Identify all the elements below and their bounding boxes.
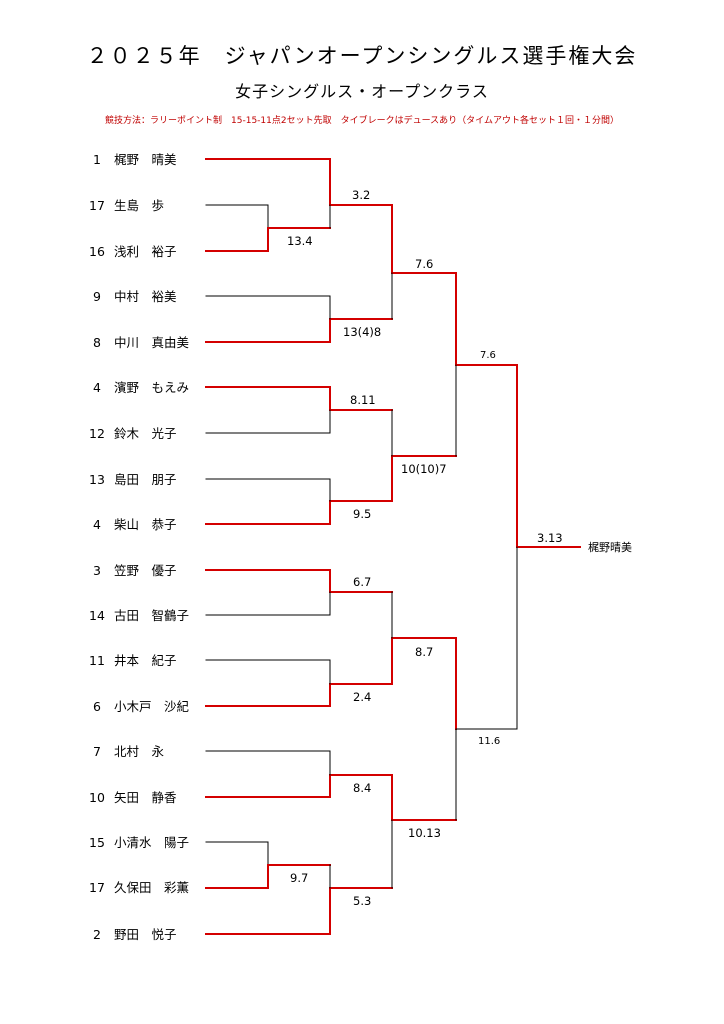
bracket-line-loser bbox=[205, 591, 331, 616]
player-name: 小清水 陽子 bbox=[114, 835, 190, 850]
player-entry: 4 柴山 恭子 bbox=[80, 516, 177, 534]
match-score: 8.4 bbox=[353, 781, 372, 795]
player-entry: 12 鈴木 光子 bbox=[80, 425, 177, 443]
bracket-line-winner bbox=[205, 683, 393, 707]
bracket-line-loser bbox=[455, 728, 518, 821]
player-seed: 14 bbox=[89, 608, 105, 623]
player-entry: 10 矢田 静香 bbox=[80, 789, 177, 807]
player-seed: 16 bbox=[89, 244, 105, 259]
bracket-line-winner bbox=[205, 500, 393, 525]
player-seed: 7 bbox=[93, 744, 101, 759]
player-name: 濱野 もえみ bbox=[114, 380, 190, 395]
match-score: 3.2 bbox=[352, 188, 371, 202]
match-score: 8.11 bbox=[350, 393, 376, 407]
bracket-line-winner bbox=[205, 318, 393, 343]
player-seed: 4 bbox=[93, 517, 101, 532]
bracket-line-loser bbox=[205, 841, 269, 866]
match-score: 5.3 bbox=[353, 894, 372, 908]
player-name: 井本 紀子 bbox=[114, 653, 177, 668]
player-entry: 1 梶野 晴美 bbox=[80, 151, 177, 169]
player-entry: 7 北村 永 bbox=[80, 743, 164, 761]
player-name: 小木戸 沙紀 bbox=[114, 699, 190, 714]
player-seed: 15 bbox=[89, 835, 105, 850]
match-score: 9.5 bbox=[353, 507, 372, 521]
player-entry: 13 島田 朋子 bbox=[80, 471, 177, 489]
player-seed: 9 bbox=[93, 289, 101, 304]
player-name: 中村 裕美 bbox=[114, 289, 177, 304]
player-entry: 4 濱野 もえみ bbox=[80, 379, 189, 397]
player-seed: 13 bbox=[89, 472, 105, 487]
player-seed: 17 bbox=[89, 880, 105, 895]
match-score: 11.6 bbox=[478, 736, 501, 747]
player-name: 久保田 彩薫 bbox=[114, 880, 190, 895]
player-name: 鈴木 光子 bbox=[114, 426, 177, 441]
bracket-line-loser bbox=[205, 409, 331, 434]
bracket-line-loser bbox=[205, 659, 331, 685]
match-score: 8.7 bbox=[415, 645, 434, 659]
match-score: 7.6 bbox=[415, 257, 434, 271]
bracket-line-loser bbox=[205, 295, 331, 320]
match-score: 2.4 bbox=[353, 690, 372, 704]
player-seed: 3 bbox=[93, 563, 101, 578]
player-seed: 17 bbox=[89, 198, 105, 213]
tournament-title: ２０２５年 ジャパンオープンシングルス選手権大会 bbox=[86, 44, 638, 68]
division-title: 女子シングルス・オープンクラス bbox=[235, 82, 489, 101]
bracket-line-loser bbox=[205, 204, 269, 229]
player-seed: 2 bbox=[93, 927, 101, 942]
player-name: 古田 智鶴子 bbox=[114, 608, 190, 623]
player-name: 矢田 静香 bbox=[114, 790, 177, 805]
player-seed: 10 bbox=[89, 790, 105, 805]
player-seed: 8 bbox=[93, 335, 101, 350]
bracket-line-winner bbox=[205, 864, 269, 889]
match-score: 13.4 bbox=[287, 234, 313, 248]
match-score: 10.13 bbox=[408, 826, 441, 840]
player-entry: 3 笠野 優子 bbox=[80, 562, 177, 580]
player-entry: 6 小木戸 沙紀 bbox=[80, 698, 189, 716]
bracket-line-winner bbox=[205, 158, 393, 206]
bracket-line-winner bbox=[391, 774, 457, 821]
player-entry: 8 中川 真由美 bbox=[80, 334, 189, 352]
player-entry: 9 中村 裕美 bbox=[80, 288, 177, 306]
bracket-line-winner bbox=[205, 774, 393, 798]
player-entry: 11 井本 紀子 bbox=[80, 652, 177, 670]
match-score: 7.6 bbox=[480, 350, 496, 361]
player-name: 島田 朋子 bbox=[114, 472, 177, 487]
champion-name: 梶野晴美 bbox=[588, 541, 632, 554]
match-score: 9.7 bbox=[290, 871, 309, 885]
bracket-line-winner bbox=[205, 386, 393, 411]
bracket-line-winner bbox=[516, 364, 581, 548]
player-name: 柴山 恭子 bbox=[114, 517, 177, 532]
player-name: 生島 歩 bbox=[114, 198, 165, 213]
player-name: 中川 真由美 bbox=[114, 335, 190, 350]
bracket-line-winner bbox=[205, 569, 393, 593]
player-entry: 16 浅利 裕子 bbox=[80, 243, 177, 261]
player-name: 梶野 晴美 bbox=[114, 152, 177, 167]
player-name: 北村 永 bbox=[114, 744, 165, 759]
player-entry: 2 野田 悦子 bbox=[80, 926, 177, 944]
bracket-line-loser bbox=[205, 750, 331, 776]
bracket-line-winner bbox=[205, 887, 393, 935]
player-name: 浅利 裕子 bbox=[114, 244, 177, 259]
player-entry: 17 久保田 彩薫 bbox=[80, 879, 189, 897]
player-entry: 17 生島 歩 bbox=[80, 197, 164, 215]
player-name: 野田 悦子 bbox=[114, 927, 177, 942]
match-score: 10(10)7 bbox=[401, 462, 447, 476]
competition-rules: 競技方法：ラリーポイント制 15-15-11点2セット先取 タイブレークはデュー… bbox=[105, 116, 619, 126]
final-score: 3.13 bbox=[537, 531, 563, 545]
match-score: 13(4)8 bbox=[343, 325, 382, 339]
match-score: 6.7 bbox=[353, 575, 372, 589]
bracket-line-winner bbox=[205, 227, 269, 252]
player-seed: 1 bbox=[93, 152, 101, 167]
player-seed: 11 bbox=[89, 653, 105, 668]
player-name: 笠野 優子 bbox=[114, 563, 177, 578]
player-seed: 6 bbox=[93, 699, 101, 714]
player-entry: 14 古田 智鶴子 bbox=[80, 607, 189, 625]
player-entry: 15 小清水 陽子 bbox=[80, 834, 189, 852]
player-seed: 12 bbox=[89, 426, 105, 441]
player-seed: 4 bbox=[93, 380, 101, 395]
bracket-line-loser bbox=[205, 478, 331, 502]
